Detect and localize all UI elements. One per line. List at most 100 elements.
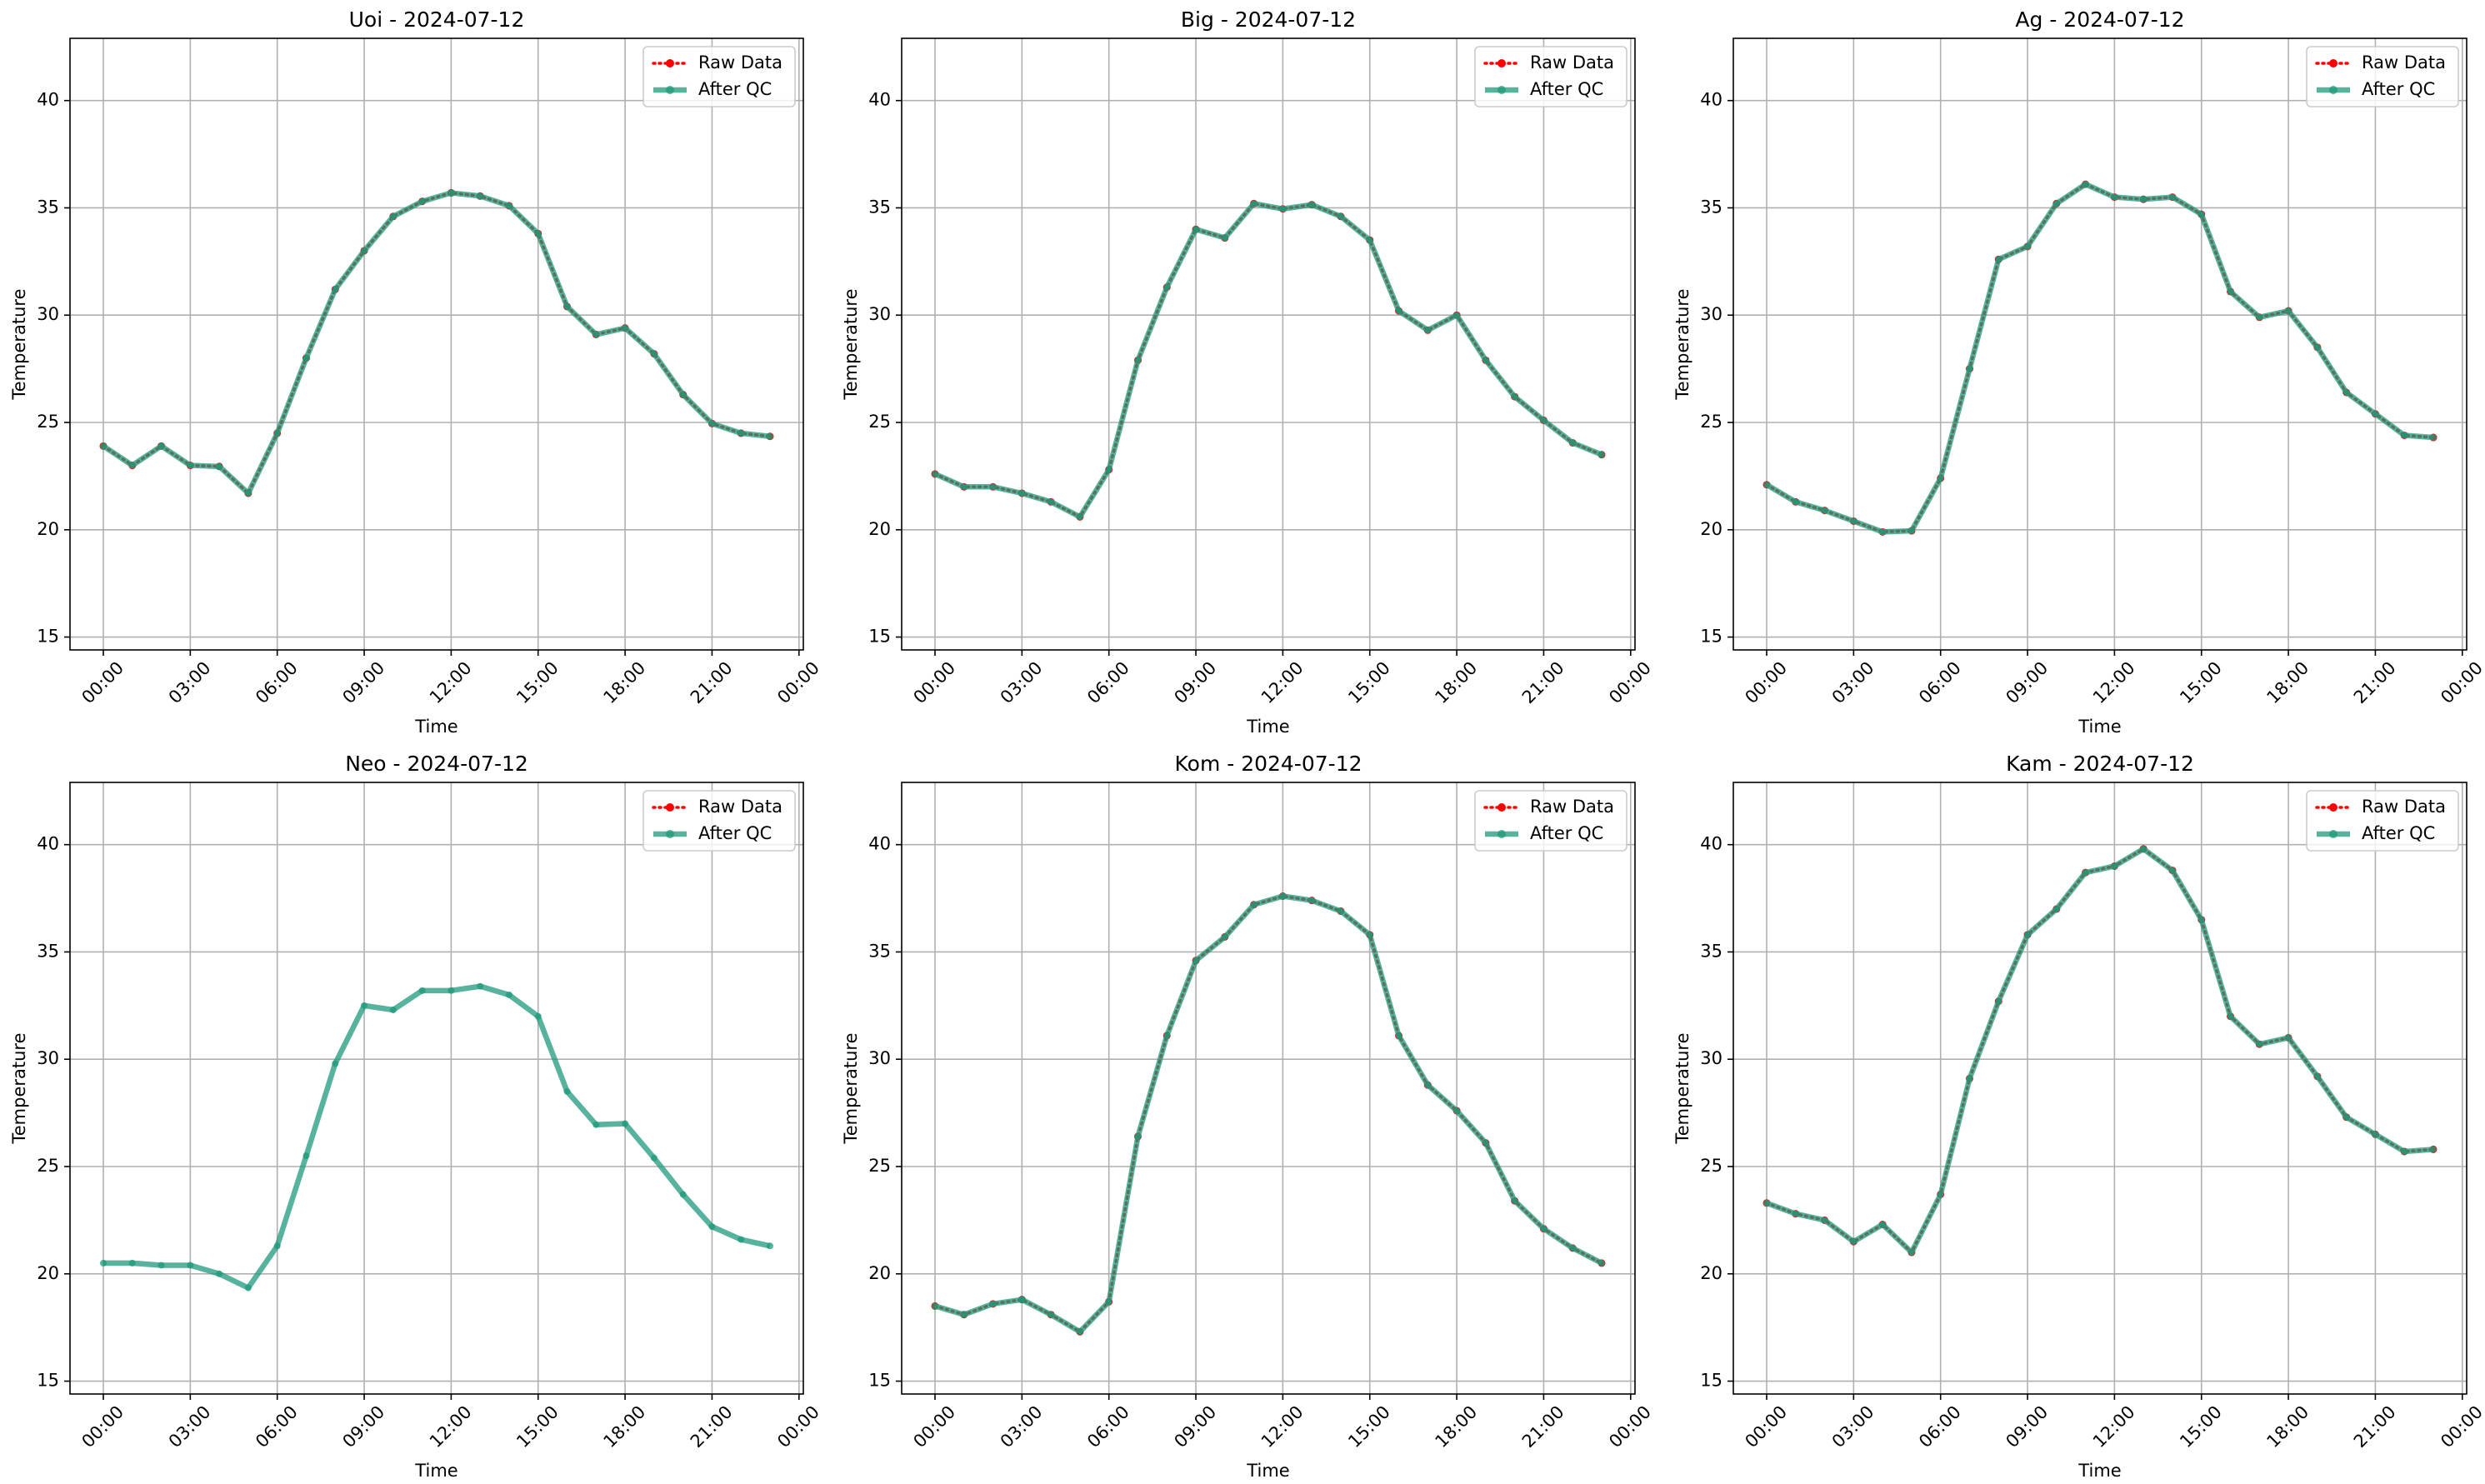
qc-marker [1163, 283, 1171, 291]
qc-marker [1482, 1139, 1489, 1147]
y-axis-label: Temperature [1672, 1032, 1692, 1144]
qc-marker [187, 1262, 194, 1269]
qc-marker [2082, 869, 2089, 877]
qc-marker [622, 324, 629, 332]
qc-marker [679, 391, 687, 398]
qc-marker [1598, 451, 1605, 458]
qc-marker [2256, 1041, 2263, 1048]
x-tick-label: 21:00 [2350, 1402, 2400, 1452]
x-tick-label: 15:00 [2176, 1402, 2226, 1452]
legend: Raw Data After QC [2306, 46, 2459, 107]
qc-marker [1308, 897, 1316, 904]
legend-label: Raw Data [2362, 52, 2446, 72]
x-axis-label: Time [1246, 717, 1289, 737]
qc-marker [1395, 307, 1402, 315]
qc-marker [1395, 1032, 1402, 1039]
qc-marker [158, 442, 165, 450]
y-tick-label: 25 [868, 1156, 891, 1176]
legend-label: Raw Data [698, 797, 782, 817]
qc-marker [1105, 466, 1112, 473]
qc-marker [302, 1152, 310, 1160]
qc-line [1765, 181, 2434, 535]
qc-marker [1821, 1217, 1828, 1224]
qc-marker [216, 462, 223, 470]
legend: Raw Data After QC [1474, 790, 1628, 852]
qc-marker [2168, 193, 2176, 201]
qc-marker [1482, 357, 1489, 364]
x-tick-label: 21:00 [687, 657, 737, 707]
qc-line [933, 201, 1603, 520]
legend: Raw Data After QC [2306, 790, 2459, 852]
qc-marker [1763, 1199, 1770, 1207]
qc-marker [989, 483, 997, 491]
qc-line [1765, 846, 2434, 1256]
qc-marker [2082, 181, 2089, 188]
qc-marker [1134, 357, 1142, 364]
subplot: 15 20 25 30 35 40 00:00 03:00 06:00 09:00 12:00 15:… [1672, 752, 2485, 1481]
legend-label: After QC [2362, 823, 2435, 843]
qc-marker [2052, 200, 2060, 207]
legend-label: Raw Data [1530, 52, 1614, 72]
x-tick-label: 15:00 [1344, 1402, 1394, 1452]
x-tick-label: 03:00 [165, 1402, 215, 1452]
qc-marker [1279, 205, 1287, 212]
x-tick-label: 00:00 [78, 657, 128, 707]
y-tick-label: 40 [37, 834, 59, 854]
qc-marker [2342, 388, 2350, 396]
subplot-title: Neo - 2024-07-12 [345, 752, 528, 776]
qc-marker [1366, 237, 1373, 244]
qc-marker [1453, 312, 1461, 319]
x-axis-label: Time [1246, 1461, 1289, 1481]
y-tick-label: 15 [868, 1371, 891, 1391]
axes-frame [901, 37, 1636, 651]
x-tick-label: 09:00 [1170, 1402, 1220, 1452]
x-tick-label: 15:00 [512, 657, 562, 707]
x-tick-label: 06:00 [252, 657, 302, 707]
raw-line [1765, 182, 2435, 534]
qc-marker [158, 1262, 165, 1269]
qc-marker [2111, 193, 2118, 201]
qc-marker [1540, 1225, 1548, 1232]
y-tick-label: 15 [868, 627, 891, 647]
qc-marker [389, 1006, 397, 1013]
y-tick-label: 20 [868, 519, 891, 539]
qc-marker [2024, 931, 2032, 938]
qc-marker [2285, 1034, 2292, 1042]
legend-label: After QC [698, 79, 772, 99]
qc-marker [932, 470, 938, 477]
x-tick-label: 06:00 [1083, 657, 1133, 707]
qc-marker [1540, 417, 1548, 424]
y-tick-label: 25 [868, 412, 891, 432]
legend-marker [2329, 830, 2338, 838]
legend-marker [1498, 803, 1506, 812]
x-tick-label: 00:00 [909, 1402, 959, 1452]
qc-marker [2285, 307, 2292, 315]
legend-marker [2329, 86, 2338, 94]
qc-marker [1937, 474, 1944, 482]
y-tick-label: 35 [868, 197, 891, 217]
x-tick-label: 00:00 [2437, 657, 2485, 707]
x-tick-label: 12:00 [1258, 657, 1308, 707]
subplot: 15 20 25 30 35 40 00:00 03:00 06:00 09:00 12:00 15:… [1672, 7, 2485, 737]
y-tick-label: 30 [1700, 1048, 1722, 1068]
qc-marker [361, 1002, 368, 1009]
qc-marker [1598, 1259, 1605, 1267]
qc-marker [650, 1154, 658, 1162]
legend-marker [1498, 86, 1506, 94]
qc-marker [1908, 1249, 1915, 1257]
x-tick-label: 12:00 [2089, 657, 2139, 707]
legend: Raw Data After QC [1474, 46, 1628, 107]
qc-marker [1850, 1238, 1858, 1246]
y-tick-label: 25 [37, 412, 59, 432]
y-tick-label: 20 [868, 1263, 891, 1283]
qc-marker [534, 230, 542, 237]
subplot-title: Uoi - 2024-07-12 [349, 7, 525, 32]
subplot-title: Big - 2024-07-12 [1181, 7, 1356, 32]
qc-marker [1453, 1107, 1461, 1115]
x-axis-label: Time [414, 1461, 458, 1481]
qc-marker [1424, 1082, 1432, 1089]
qc-marker [767, 432, 773, 440]
y-tick-label: 35 [868, 941, 891, 961]
x-axis-label: Time [414, 717, 458, 737]
y-tick-label: 30 [37, 304, 59, 324]
